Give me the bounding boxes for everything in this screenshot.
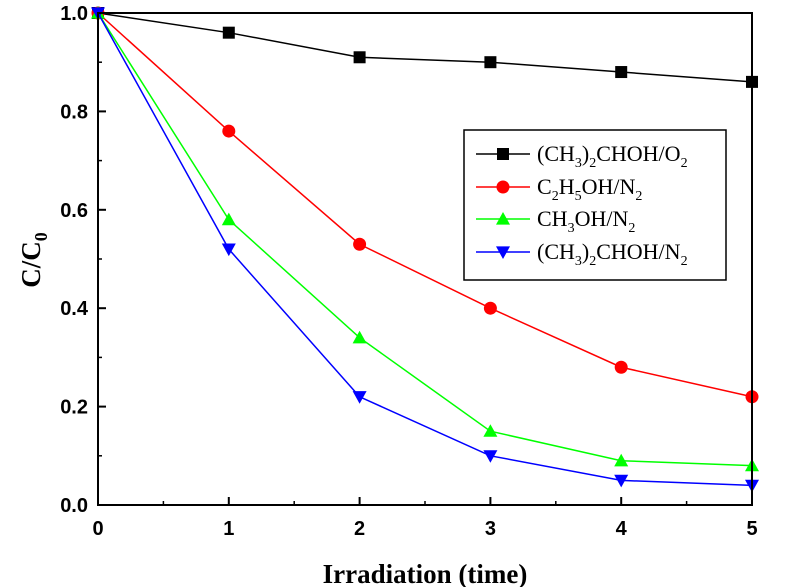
legend-label-part: 3	[575, 156, 582, 171]
series-line-2	[97, 12, 753, 467]
data-point-series-1	[353, 237, 367, 251]
legend-label-part: (CH	[537, 141, 575, 166]
x-tick-label: 1	[223, 518, 234, 540]
y-tick-label: 1.0	[60, 3, 88, 25]
legend-label-part: 2	[681, 156, 688, 171]
legend-label-part: 3	[568, 221, 575, 236]
series-line-1	[97, 12, 753, 398]
legend-label-part: (CH	[537, 239, 575, 264]
legend-label-3: (CH3)2CHOH/N2	[537, 239, 688, 269]
data-point-series-3	[483, 450, 498, 463]
legend: (CH3)2CHOH/O2C2H5OH/N2CH3OH/N2(CH3)2CHOH…	[463, 129, 727, 281]
legend-label-part: 2	[628, 221, 635, 236]
legend-marker-0	[497, 148, 509, 160]
data-point-series-1	[483, 301, 497, 315]
legend-label-part: 2	[589, 156, 596, 171]
legend-label-0: (CH3)2CHOH/O2	[537, 141, 688, 171]
data-point-series-2	[221, 212, 236, 226]
legend-label-part: OH/N	[575, 206, 629, 231]
legend-label-part: OH/N	[582, 174, 636, 199]
ticks-layer: 0 1 2 3 4 50.00.20.40.60.81.0	[60, 3, 757, 540]
y-tick-label: 0.0	[60, 495, 88, 517]
y-tick-label: 0.8	[60, 101, 88, 123]
data-point-series-2	[614, 453, 629, 467]
data-point-series-3	[352, 391, 367, 404]
legend-label-part: 2	[681, 254, 688, 269]
legend-label-part: 2	[589, 254, 596, 269]
y-tick-label: 0.6	[60, 200, 88, 222]
legend-marker-1	[496, 180, 510, 194]
legend-marker-2	[496, 212, 510, 225]
data-point-series-0	[484, 56, 497, 69]
x-tick-label: 4	[616, 518, 628, 540]
y-tick-label: 0.2	[60, 397, 88, 419]
series-line-0	[97, 12, 753, 83]
y-axis-title-main: C/C	[16, 241, 46, 288]
legend-marker-3	[496, 246, 510, 259]
legend-label-part: C	[537, 174, 552, 199]
legend-label-part: )	[582, 239, 589, 264]
x-tick-label: 5	[746, 518, 757, 540]
legend-label-part: 3	[575, 254, 582, 269]
x-tick-label: 2	[354, 518, 365, 540]
legend-label-part: H	[559, 174, 575, 199]
data-point-series-0	[222, 26, 235, 39]
y-axis-title-sub: 0	[31, 232, 51, 241]
data-point-series-3	[221, 243, 236, 257]
series-layer	[91, 6, 759, 493]
legend-label-part: CHOH/N	[596, 239, 680, 264]
legend-label-part: CH	[537, 206, 568, 231]
legend-label-part: CHOH/O	[596, 141, 680, 166]
data-point-series-1	[614, 360, 628, 374]
x-axis-title: Irradiation (time)	[323, 559, 528, 587]
data-point-series-2	[483, 424, 498, 437]
legend-label-part: )	[582, 141, 589, 166]
y-axis-title: C/C0	[16, 232, 51, 288]
legend-label-2: CH3OH/N2	[537, 206, 635, 236]
legend-label-part: 2	[552, 189, 559, 204]
data-point-series-0	[353, 51, 366, 64]
legend-label-part: 5	[575, 189, 582, 204]
x-tick-label: 3	[485, 518, 496, 540]
data-point-series-0	[615, 66, 628, 79]
data-point-series-1	[222, 124, 236, 138]
legend-label-1: C2H5OH/N2	[537, 174, 642, 204]
data-point-series-2	[352, 330, 367, 344]
series-line-3	[97, 12, 753, 487]
y-tick-label: 0.4	[60, 298, 89, 320]
x-tick-label: 0	[92, 518, 103, 540]
legend-label-part: 2	[635, 189, 642, 204]
data-point-series-3	[614, 474, 629, 488]
